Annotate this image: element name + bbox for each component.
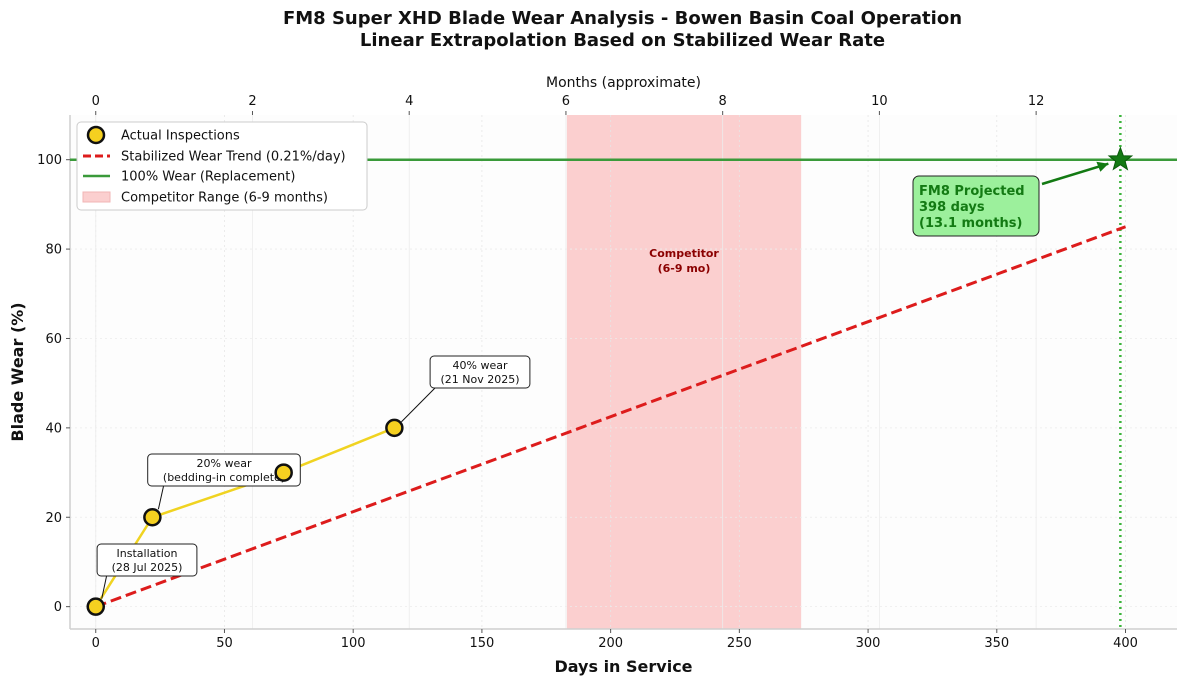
- legend-label: Actual Inspections: [121, 129, 240, 144]
- legend-label: Stabilized Wear Trend (0.21%/day): [121, 150, 346, 165]
- callout-text: 40% wear: [453, 359, 508, 372]
- x2-tick-label: 0: [92, 94, 100, 109]
- y-axis-title: Blade Wear (%): [8, 302, 27, 441]
- x-tick-label: 150: [469, 636, 494, 651]
- legend-label: Competitor Range (6-9 months): [121, 191, 328, 206]
- projection-arrow: [1041, 162, 1109, 186]
- inspection-marker: [86, 597, 105, 616]
- x2-tick-label: 12: [1028, 94, 1045, 109]
- x-tick-label: 0: [92, 636, 100, 651]
- callout-leader: [401, 387, 436, 423]
- y-tick-label: 80: [45, 243, 62, 258]
- callout-text: Installation: [117, 547, 178, 560]
- legend-marker-competitor: [82, 191, 111, 203]
- chart-title: FM8 Super XHD Blade Wear Analysis - Bowe…: [0, 8, 1187, 52]
- callout-box: [96, 543, 198, 577]
- x-axis-title: Days in Service: [554, 657, 692, 676]
- x2-axis-title: Months (approximate): [546, 75, 701, 91]
- inspection-marker: [143, 508, 162, 527]
- legend-label: 100% Wear (Replacement): [121, 170, 295, 185]
- callout-text: (bedding-in complete): [163, 471, 285, 484]
- inspection-marker: [385, 418, 404, 438]
- x-tick-label: 100: [341, 636, 366, 651]
- chart-title-line-2: Linear Extrapolation Based on Stabilized…: [359, 30, 886, 51]
- competitor-range-band: [566, 115, 802, 629]
- x-tick-label: 350: [984, 636, 1009, 651]
- projection-arrow-head: [1096, 161, 1109, 172]
- callout-box: [429, 355, 531, 389]
- competitor-label-sub: (6-9 mo): [658, 262, 711, 275]
- callout-text: (21 Nov 2025): [440, 373, 519, 386]
- wear-trend-line: [95, 225, 1127, 609]
- callout-leader: [157, 483, 165, 510]
- callout-text: 20% wear: [197, 457, 252, 470]
- competitor-label: Competitor: [649, 247, 719, 260]
- x2-tick-label: 6: [562, 94, 570, 109]
- legend: Actual Inspections Stabilized Wear Trend …: [76, 121, 368, 211]
- y-tick-label: 100: [37, 153, 62, 168]
- x2-tick-label: 10: [871, 94, 888, 109]
- callout-text: (28 Jul 2025): [112, 561, 183, 574]
- legend-marker-inspections: [86, 125, 106, 145]
- y-tick-label: 40: [45, 421, 62, 436]
- y-tick-label: 20: [45, 511, 62, 526]
- legend-box: [76, 121, 368, 211]
- x2-tick-label: 2: [248, 94, 256, 109]
- callout-box: [147, 453, 301, 487]
- x-tick-label: 250: [727, 636, 752, 651]
- projection-star-marker: [1107, 146, 1134, 171]
- x2-tick-label: 8: [719, 94, 727, 109]
- projection-label: 398 days: [919, 200, 985, 215]
- projection-box: [912, 175, 1040, 237]
- projection-label: (13.1 months): [919, 216, 1022, 231]
- x-tick-label: 300: [856, 636, 881, 651]
- x2-tick-label: 4: [405, 94, 413, 109]
- x-tick-label: 50: [216, 636, 233, 651]
- x-tick-label: 400: [1113, 636, 1138, 651]
- y-tick-label: 60: [45, 332, 62, 347]
- chart-title-line-1: FM8 Super XHD Blade Wear Analysis - Bowe…: [282, 8, 963, 29]
- projection-label: FM8 Projected: [919, 184, 1025, 199]
- inspection-marker: [274, 463, 293, 482]
- x-tick-label: 200: [598, 636, 623, 651]
- y-tick-label: 0: [54, 600, 62, 615]
- callout-leader: [101, 573, 108, 599]
